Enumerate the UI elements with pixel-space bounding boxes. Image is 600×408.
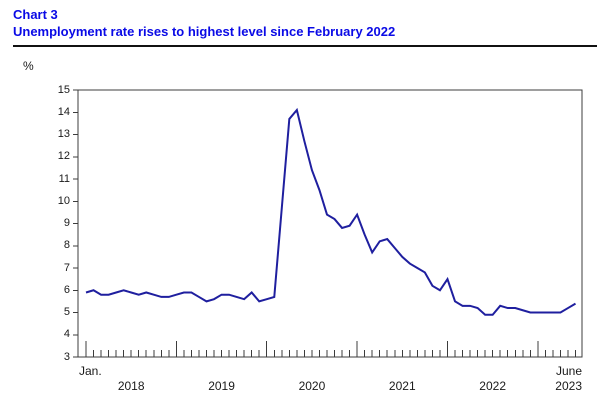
y-tick-label: 8	[63, 239, 70, 252]
y-tick-label: 6	[63, 283, 70, 296]
y-tick-label: 9	[63, 217, 70, 229]
chart-title: Unemployment rate rises to highest level…	[13, 24, 396, 39]
y-axis-unit-label: %	[23, 59, 34, 73]
y-tick-label: 5	[63, 306, 70, 318]
x-start-month-label: Jan.	[79, 364, 102, 378]
y-tick-label: 13	[57, 128, 70, 140]
plot-frame	[77, 89, 583, 358]
y-tick-label: 14	[57, 105, 70, 118]
x-year-label: 2022	[479, 379, 506, 393]
x-end-month-label: June	[555, 364, 582, 378]
chart-number-label: Chart 3	[13, 7, 58, 22]
x-year-label: 2019	[208, 379, 235, 393]
title-divider	[13, 45, 597, 47]
y-tick-label: 12	[57, 150, 70, 163]
axis-ticks	[73, 89, 576, 358]
y-tick-label: 7	[63, 261, 70, 274]
y-tick-label: 4	[63, 328, 70, 341]
unemployment-rate-line	[85, 107, 577, 316]
y-tick-label: 15	[57, 83, 70, 96]
x-year-label: 2020	[298, 379, 326, 393]
unemployment-rate-series	[85, 107, 577, 316]
x-year-label: 2018	[117, 379, 145, 393]
x-year-label: 2021	[388, 379, 416, 393]
y-tick-label: 11	[58, 172, 70, 185]
y-tick-label: 3	[63, 350, 70, 363]
y-tick-label: 10	[57, 194, 70, 207]
x-end-year-label: 2023	[555, 379, 582, 393]
